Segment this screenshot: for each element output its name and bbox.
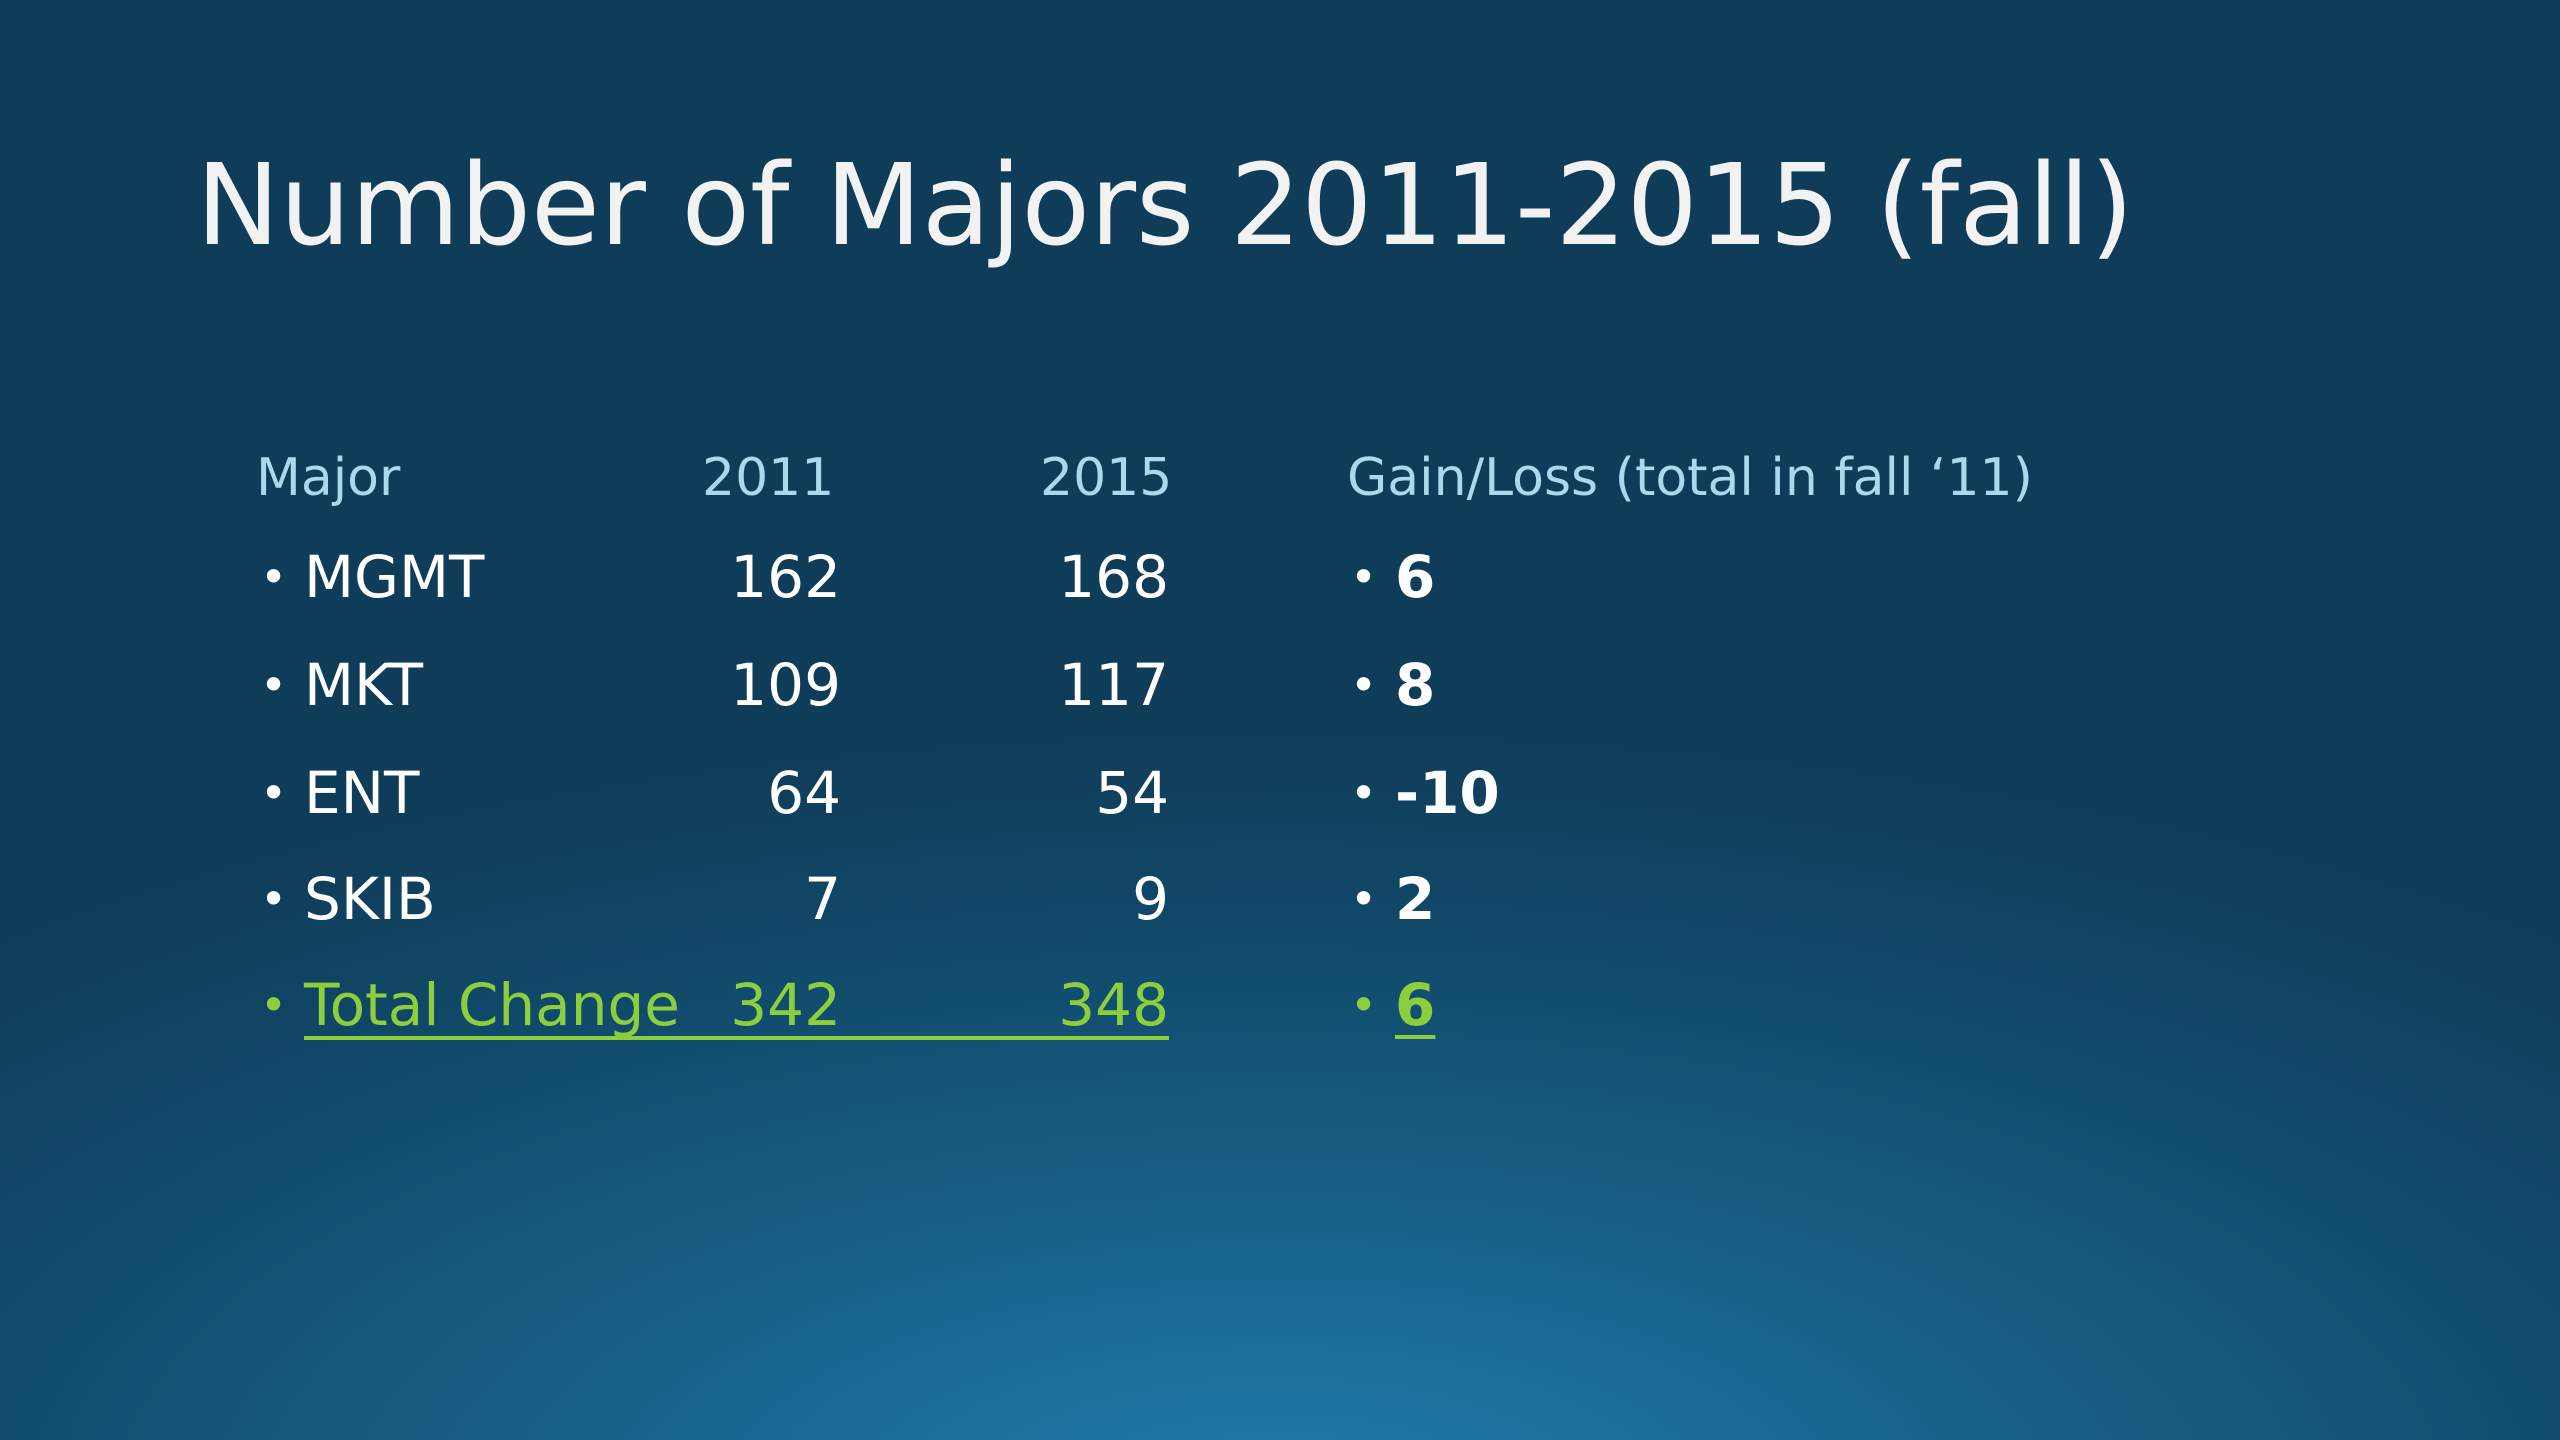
value-2011: 162 <box>730 543 841 611</box>
slide-title: Number of Majors 2011-2015 (fall) <box>196 141 2134 271</box>
header-major: Major <box>256 448 401 508</box>
bullet: • <box>260 766 288 820</box>
value-2015: 54 <box>1095 759 1169 827</box>
bullet: • <box>260 978 288 1032</box>
bullet: • <box>1350 978 1378 1032</box>
bullet: • <box>260 658 288 712</box>
total-underline <box>304 1036 1169 1040</box>
value-2015: 348 <box>1058 971 1169 1039</box>
gain-loss: 6 <box>1395 543 1436 611</box>
value-2011: 109 <box>730 651 841 719</box>
gain-loss: 6 <box>1395 971 1436 1039</box>
major-label: Total Change <box>304 971 680 1039</box>
value-2015: 9 <box>1132 865 1169 933</box>
value-2011: 342 <box>730 971 841 1039</box>
value-2015: 168 <box>1058 543 1169 611</box>
value-2015: 117 <box>1058 651 1169 719</box>
bullet: • <box>260 550 288 604</box>
gain-loss: -10 <box>1395 759 1500 827</box>
value-2011: 7 <box>804 865 841 933</box>
header-2015: 2015 <box>1040 448 1173 508</box>
gain-loss: 2 <box>1395 865 1436 933</box>
header-gain: Gain/Loss (total in fall ‘11) <box>1347 448 2033 508</box>
bullet: • <box>1350 658 1378 712</box>
value-2011: 64 <box>767 759 841 827</box>
major-label: ENT <box>304 759 420 827</box>
header-2011: 2011 <box>702 448 835 508</box>
major-label: MKT <box>304 651 424 719</box>
bullet: • <box>1350 872 1378 926</box>
major-label: MGMT <box>304 543 485 611</box>
bullet: • <box>260 872 288 926</box>
gain-loss: 8 <box>1395 651 1436 719</box>
bullet: • <box>1350 550 1378 604</box>
bullet: • <box>1350 766 1378 820</box>
major-label: SKIB <box>304 865 436 933</box>
